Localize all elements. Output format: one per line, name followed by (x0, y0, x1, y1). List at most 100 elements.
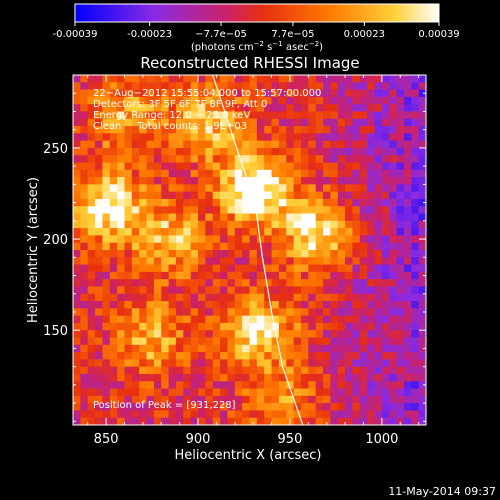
heatmap-cell (308, 228, 317, 236)
heatmap-cell (389, 184, 397, 193)
heatmap-cell (293, 198, 302, 207)
heatmap-cell (73, 228, 81, 236)
heatmap-cell (264, 96, 272, 105)
heatmap-cell (418, 75, 426, 83)
heatmap-cell (337, 213, 346, 222)
heatmap-cell (389, 147, 397, 156)
heatmap-cell (300, 75, 309, 83)
heatmap-cell (80, 381, 89, 389)
heatmap-cell (73, 352, 81, 360)
heatmap-cell (389, 373, 397, 382)
heatmap-cell (352, 250, 361, 258)
heatmap-cell (80, 403, 89, 411)
heatmap-cell (337, 206, 346, 214)
heatmap-cell (381, 279, 390, 287)
heatmap-cell (175, 213, 184, 222)
heatmap-cell (102, 308, 111, 317)
heatmap-cell (352, 96, 361, 105)
heatmap-cell (256, 417, 265, 425)
heatmap-cell (249, 228, 258, 236)
heatmap-cell (286, 235, 295, 244)
heatmap-cell (95, 301, 103, 309)
heatmap-cell (256, 293, 265, 302)
heatmap-cell (308, 388, 317, 397)
heatmap-cell (109, 286, 118, 295)
heatmap-cell (117, 366, 125, 375)
heatmap-cell (403, 169, 412, 178)
heatmap-cell (161, 220, 169, 229)
heatmap-cell (117, 198, 125, 207)
heatmap-cell (242, 417, 250, 425)
heatmap-cell (359, 417, 368, 425)
heatmap-cell (198, 315, 206, 324)
heatmap-cell (359, 250, 368, 258)
heatmap-cell (352, 206, 361, 214)
heatmap-cell (153, 213, 162, 222)
heatmap-cell (183, 206, 192, 214)
heatmap-cell (286, 257, 295, 265)
heatmap-cell (234, 191, 243, 200)
heatmap-cell (124, 162, 133, 171)
heatmap-cell (256, 118, 265, 127)
heatmap-cell (73, 301, 81, 309)
heatmap-cell (242, 228, 250, 236)
heatmap-cell (139, 104, 147, 112)
heatmap-cell (73, 75, 81, 83)
heatmap-cell (190, 301, 199, 309)
heatmap-cell (337, 286, 346, 295)
heatmap-cell (249, 96, 258, 105)
heatmap-cell (212, 373, 221, 382)
heatmap-cell (352, 235, 361, 244)
heatmap-cell (352, 140, 361, 149)
heatmap-cell (418, 147, 426, 156)
heatmap-cell (264, 373, 272, 382)
heatmap-cell (117, 147, 125, 156)
heatmap-cell (286, 301, 295, 309)
heatmap-cell (168, 330, 177, 338)
heatmap-cell (183, 315, 192, 324)
heatmap-cell (212, 96, 221, 105)
heatmap-cell (183, 286, 192, 295)
heatmap-cell (396, 235, 405, 244)
heatmap-cell (102, 228, 111, 236)
heatmap-cell (153, 147, 162, 156)
heatmap-cell (293, 417, 302, 425)
heatmap-cell (330, 96, 339, 105)
heatmap-cell (403, 206, 412, 214)
heatmap-cell (183, 330, 192, 338)
heatmap-cell (95, 417, 103, 425)
heatmap-cell (80, 89, 89, 98)
heatmap-cell (109, 271, 118, 280)
heatmap-cell (367, 352, 375, 360)
heatmap-cell (212, 344, 221, 353)
heatmap-cell (367, 111, 375, 120)
heatmap-cell (242, 111, 250, 120)
heatmap-cell (109, 264, 118, 273)
heatmap-cell (418, 359, 426, 368)
heatmap-cell (293, 213, 302, 222)
colorbar-unit-label: (photons cm−2 s−1 asec−2) (191, 40, 323, 53)
solar-limb-line (212, 75, 304, 425)
heatmap-cell (124, 140, 133, 149)
heatmap-cell (249, 344, 258, 353)
heatmap-cell (80, 293, 89, 302)
heatmap-cell (330, 271, 339, 280)
heatmap-cell (131, 344, 140, 353)
heatmap-cell (323, 147, 331, 156)
heatmap-cell (227, 147, 236, 156)
heatmap-cell (161, 410, 169, 419)
heatmap-cell (367, 366, 375, 375)
heatmap-cell (300, 381, 309, 389)
heatmap-cell (242, 301, 250, 309)
heatmap-cell (73, 286, 81, 295)
heatmap-cell (161, 315, 169, 324)
heatmap-cell (131, 410, 140, 419)
heatmap-cell (198, 330, 206, 338)
heatmap-cell (271, 344, 280, 353)
heatmap-cell (286, 104, 295, 112)
heatmap-cell (418, 257, 426, 265)
heatmap-cell (256, 388, 265, 397)
heatmap-cell (153, 344, 162, 353)
heatmap-cell (242, 373, 250, 382)
heatmap-cell (109, 366, 118, 375)
